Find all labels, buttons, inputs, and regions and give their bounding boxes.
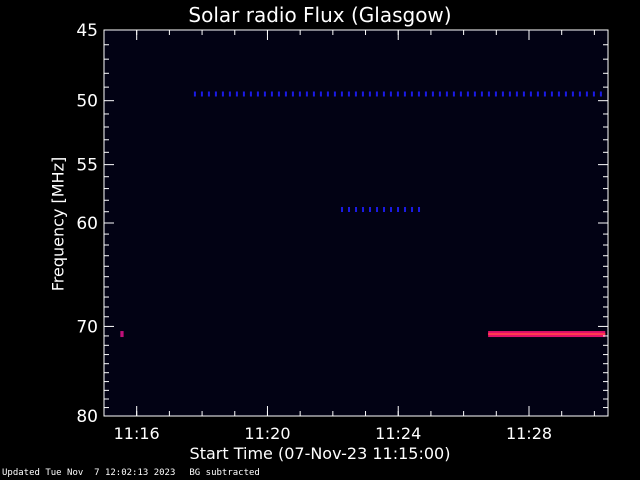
bg-note: BG subtracted <box>189 468 260 478</box>
footer: Updated Tue Nov 7 12:02:13 2023 BG subtra… <box>2 468 274 478</box>
y-tick-label: 50 <box>76 92 98 112</box>
x-tick-label: 11:24 <box>375 424 421 443</box>
y-tick-label: 60 <box>76 214 98 234</box>
x-axis-label: Start Time (07-Nov-23 11:15:00) <box>189 444 451 463</box>
y-tick-label: 45 <box>76 21 98 41</box>
x-tick-label: 11:16 <box>114 424 160 443</box>
x-tick-label: 11:28 <box>506 424 552 443</box>
y-tick-label: 55 <box>76 156 98 176</box>
y-tick-label: 80 <box>76 407 98 427</box>
x-tick-label: 11:20 <box>244 424 290 443</box>
chart-title: Solar radio Flux (Glasgow) <box>188 3 452 27</box>
feature-spot-70.8 <box>120 331 124 338</box>
spectrogram-background <box>104 30 608 416</box>
feature-core-band-70.8 <box>488 333 606 336</box>
updated-text: Updated Tue Nov 7 12:02:13 2023 <box>2 468 176 478</box>
y-axis-label: Frequency [MHz] <box>48 156 68 292</box>
y-tick-label: 70 <box>76 317 98 337</box>
